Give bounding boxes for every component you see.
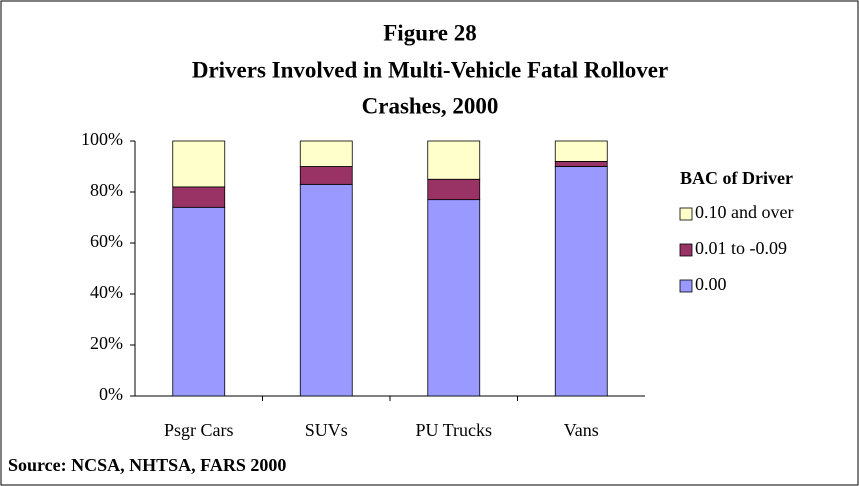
bar-segment bbox=[299, 166, 353, 185]
bar-segment bbox=[427, 140, 481, 180]
x-tick-label: Vans bbox=[564, 420, 599, 440]
x-tick-label: PU Trucks bbox=[415, 420, 492, 440]
bar-segment bbox=[554, 166, 608, 397]
legend-swatch bbox=[679, 279, 693, 293]
x-tick-label: Psgr Cars bbox=[164, 420, 234, 440]
bar-segment bbox=[299, 183, 353, 397]
x-tick-label: SUVs bbox=[305, 420, 348, 440]
legend-label: 0.10 and over bbox=[695, 202, 793, 222]
bar-segment bbox=[427, 178, 481, 201]
bar-segment bbox=[172, 206, 226, 397]
legend-label: 0.01 to -0.09 bbox=[695, 238, 787, 258]
bar-segment bbox=[427, 199, 481, 397]
bar-segment bbox=[172, 186, 226, 208]
source: Source: NCSA, NHTSA, FARS 2000 bbox=[8, 455, 286, 475]
bar-segment bbox=[554, 160, 608, 167]
y-tick-label: 0% bbox=[99, 384, 123, 404]
legend-swatch bbox=[679, 243, 693, 257]
bar-segment bbox=[172, 140, 226, 188]
bar-segment bbox=[299, 140, 353, 167]
y-tick-label: 60% bbox=[90, 231, 123, 251]
y-tick-label: 100% bbox=[81, 129, 123, 149]
y-tick-label: 20% bbox=[90, 333, 123, 353]
chart-title: Figure 28 bbox=[383, 20, 476, 45]
legend-swatch bbox=[679, 207, 693, 221]
y-tick-label: 40% bbox=[90, 282, 123, 302]
chart-title: Drivers Involved in Multi-Vehicle Fatal … bbox=[192, 57, 668, 82]
y-tick-label: 80% bbox=[90, 180, 123, 200]
bar-segment bbox=[554, 140, 608, 162]
legend-label: 0.00 bbox=[695, 274, 727, 294]
legend-title: BAC of Driver bbox=[680, 168, 793, 188]
chart-title: Crashes, 2000 bbox=[362, 93, 499, 118]
